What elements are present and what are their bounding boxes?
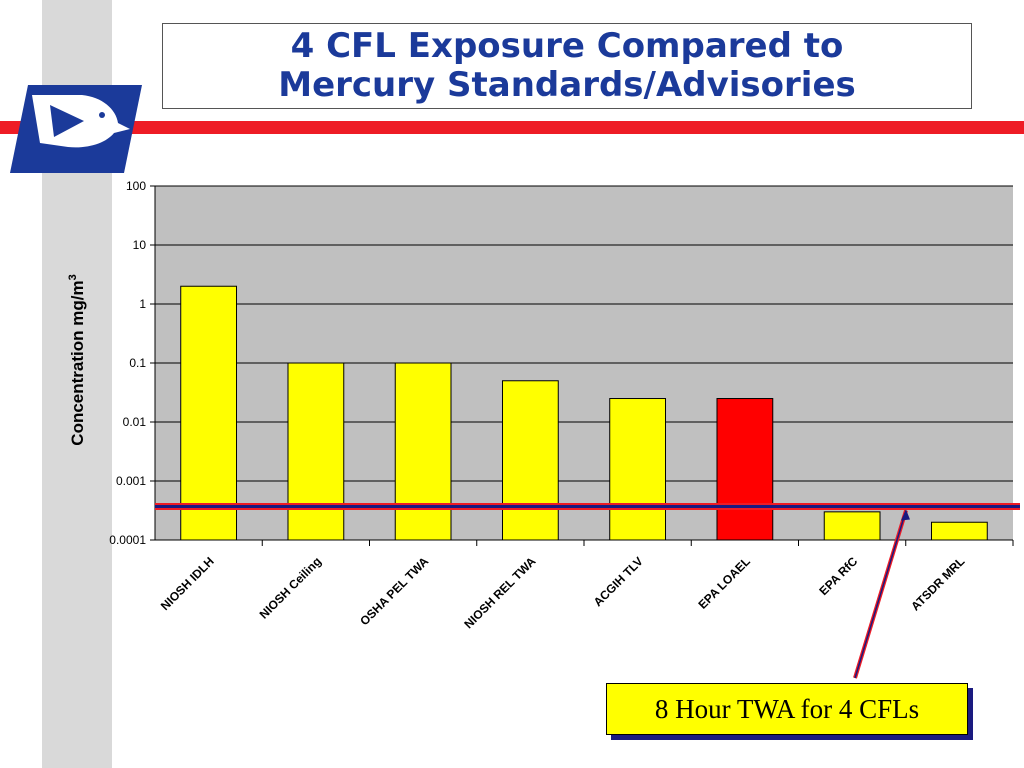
y-tick-label: 1 — [139, 297, 146, 311]
y-tick-label: 0.0001 — [109, 533, 146, 547]
x-tick-label: OSHA PEL TWA — [357, 554, 431, 628]
x-tick-label: EPA RfC — [816, 554, 860, 598]
bar — [394, 362, 452, 541]
y-tick-label: 10 — [133, 238, 147, 252]
bar — [501, 380, 559, 541]
header-red-band — [0, 121, 1024, 134]
y-tick-label: 0.1 — [129, 356, 146, 370]
bar — [716, 398, 774, 541]
callout-arrow — [854, 510, 907, 679]
slide-title-line-2: Mercury Standards/Advisories — [278, 65, 856, 105]
y-axis-label: Concentration mg/m3 — [67, 274, 87, 445]
slide-title-box: 4 CFL Exposure Compared to Mercury Stand… — [162, 23, 972, 109]
slide-title-line-1: 4 CFL Exposure Compared to — [290, 26, 844, 66]
twa-callout-label: 8 Hour TWA for 4 CFLs — [654, 693, 920, 724]
bar — [180, 285, 238, 541]
bar — [609, 398, 667, 541]
x-tick-label: NIOSH IDLH — [158, 554, 217, 613]
eagle-logo-icon — [10, 85, 142, 173]
y-tick-label: 0.01 — [123, 415, 147, 429]
bar — [823, 511, 881, 541]
y-tick-label: 100 — [126, 179, 146, 193]
twa-callout-box: 8 Hour TWA for 4 CFLs — [606, 683, 968, 735]
x-tick-label: ATSDR MRL — [908, 554, 967, 613]
callout-arrowhead — [901, 509, 910, 521]
y-tick-label: 0.001 — [116, 474, 146, 488]
x-tick-label: ACGIH TLV — [591, 554, 646, 609]
y-axis-label-superscript: 3 — [67, 274, 79, 280]
x-tick-label: EPA LOAEL — [695, 554, 753, 612]
bar — [930, 521, 988, 541]
x-tick-label: NIOSH REL TWA — [461, 554, 538, 631]
x-tick-label: NIOSH Ceiling — [257, 554, 324, 621]
bar — [287, 362, 345, 541]
